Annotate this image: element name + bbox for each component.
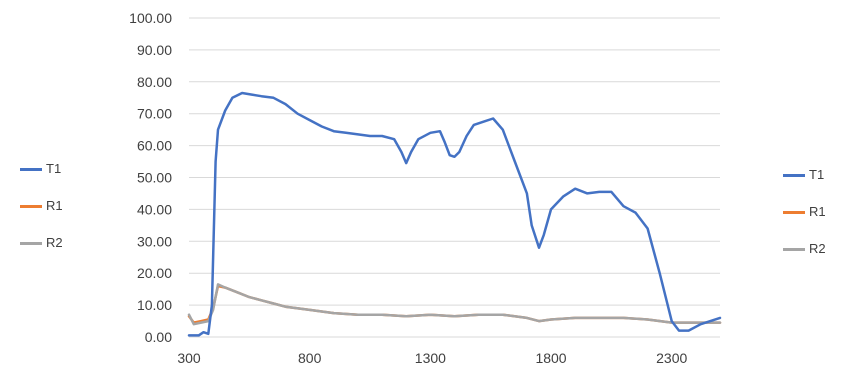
x-tick-label: 1300 bbox=[415, 350, 446, 366]
legend-swatch-r1 bbox=[20, 205, 42, 208]
legend-swatch-t1 bbox=[20, 168, 42, 171]
legend-swatch-r2 bbox=[783, 248, 805, 251]
y-tick-label: 70.00 bbox=[137, 106, 172, 122]
series-lines bbox=[187, 91, 722, 337]
legend-label-r2: R2 bbox=[46, 235, 63, 250]
legend-label-t1: T1 bbox=[809, 167, 825, 182]
legend-swatch-t1 bbox=[783, 174, 805, 177]
y-tick-label: 60.00 bbox=[137, 138, 172, 154]
y-tick-label: 80.00 bbox=[137, 74, 172, 90]
series-line-t1 bbox=[187, 91, 722, 337]
x-tick-label: 1800 bbox=[535, 350, 566, 366]
y-tick-label: 90.00 bbox=[137, 42, 172, 58]
legend-swatch-r1 bbox=[783, 211, 805, 214]
series-line-r2 bbox=[187, 283, 722, 326]
legend-label-r1: R1 bbox=[809, 204, 826, 219]
x-tick-label: 300 bbox=[177, 350, 201, 366]
y-tick-label: 100.00 bbox=[129, 10, 172, 26]
legend-swatch-r2 bbox=[20, 242, 42, 245]
x-tick-label: 2300 bbox=[656, 350, 687, 366]
y-axis-ticks: 0.00 10.00 20.00 30.00 40.00 50.00 60.00 70.00 8… bbox=[129, 10, 172, 345]
y-tick-label: 0.00 bbox=[145, 329, 172, 345]
legend-label-r2: R2 bbox=[809, 241, 826, 256]
y-tick-label: 10.00 bbox=[137, 297, 172, 313]
y-tick-label: 40.00 bbox=[137, 201, 172, 217]
y-tick-label: 30.00 bbox=[137, 233, 172, 249]
y-tick-label: 20.00 bbox=[137, 265, 172, 281]
legend-label-r1: R1 bbox=[46, 198, 63, 213]
gridlines bbox=[189, 17, 720, 338]
legend-label-t1: T1 bbox=[46, 161, 62, 176]
y-tick-label: 50.00 bbox=[137, 170, 172, 186]
x-axis-ticks: 300 800 1300 1800 2300 bbox=[177, 350, 687, 366]
x-tick-label: 800 bbox=[298, 350, 322, 366]
